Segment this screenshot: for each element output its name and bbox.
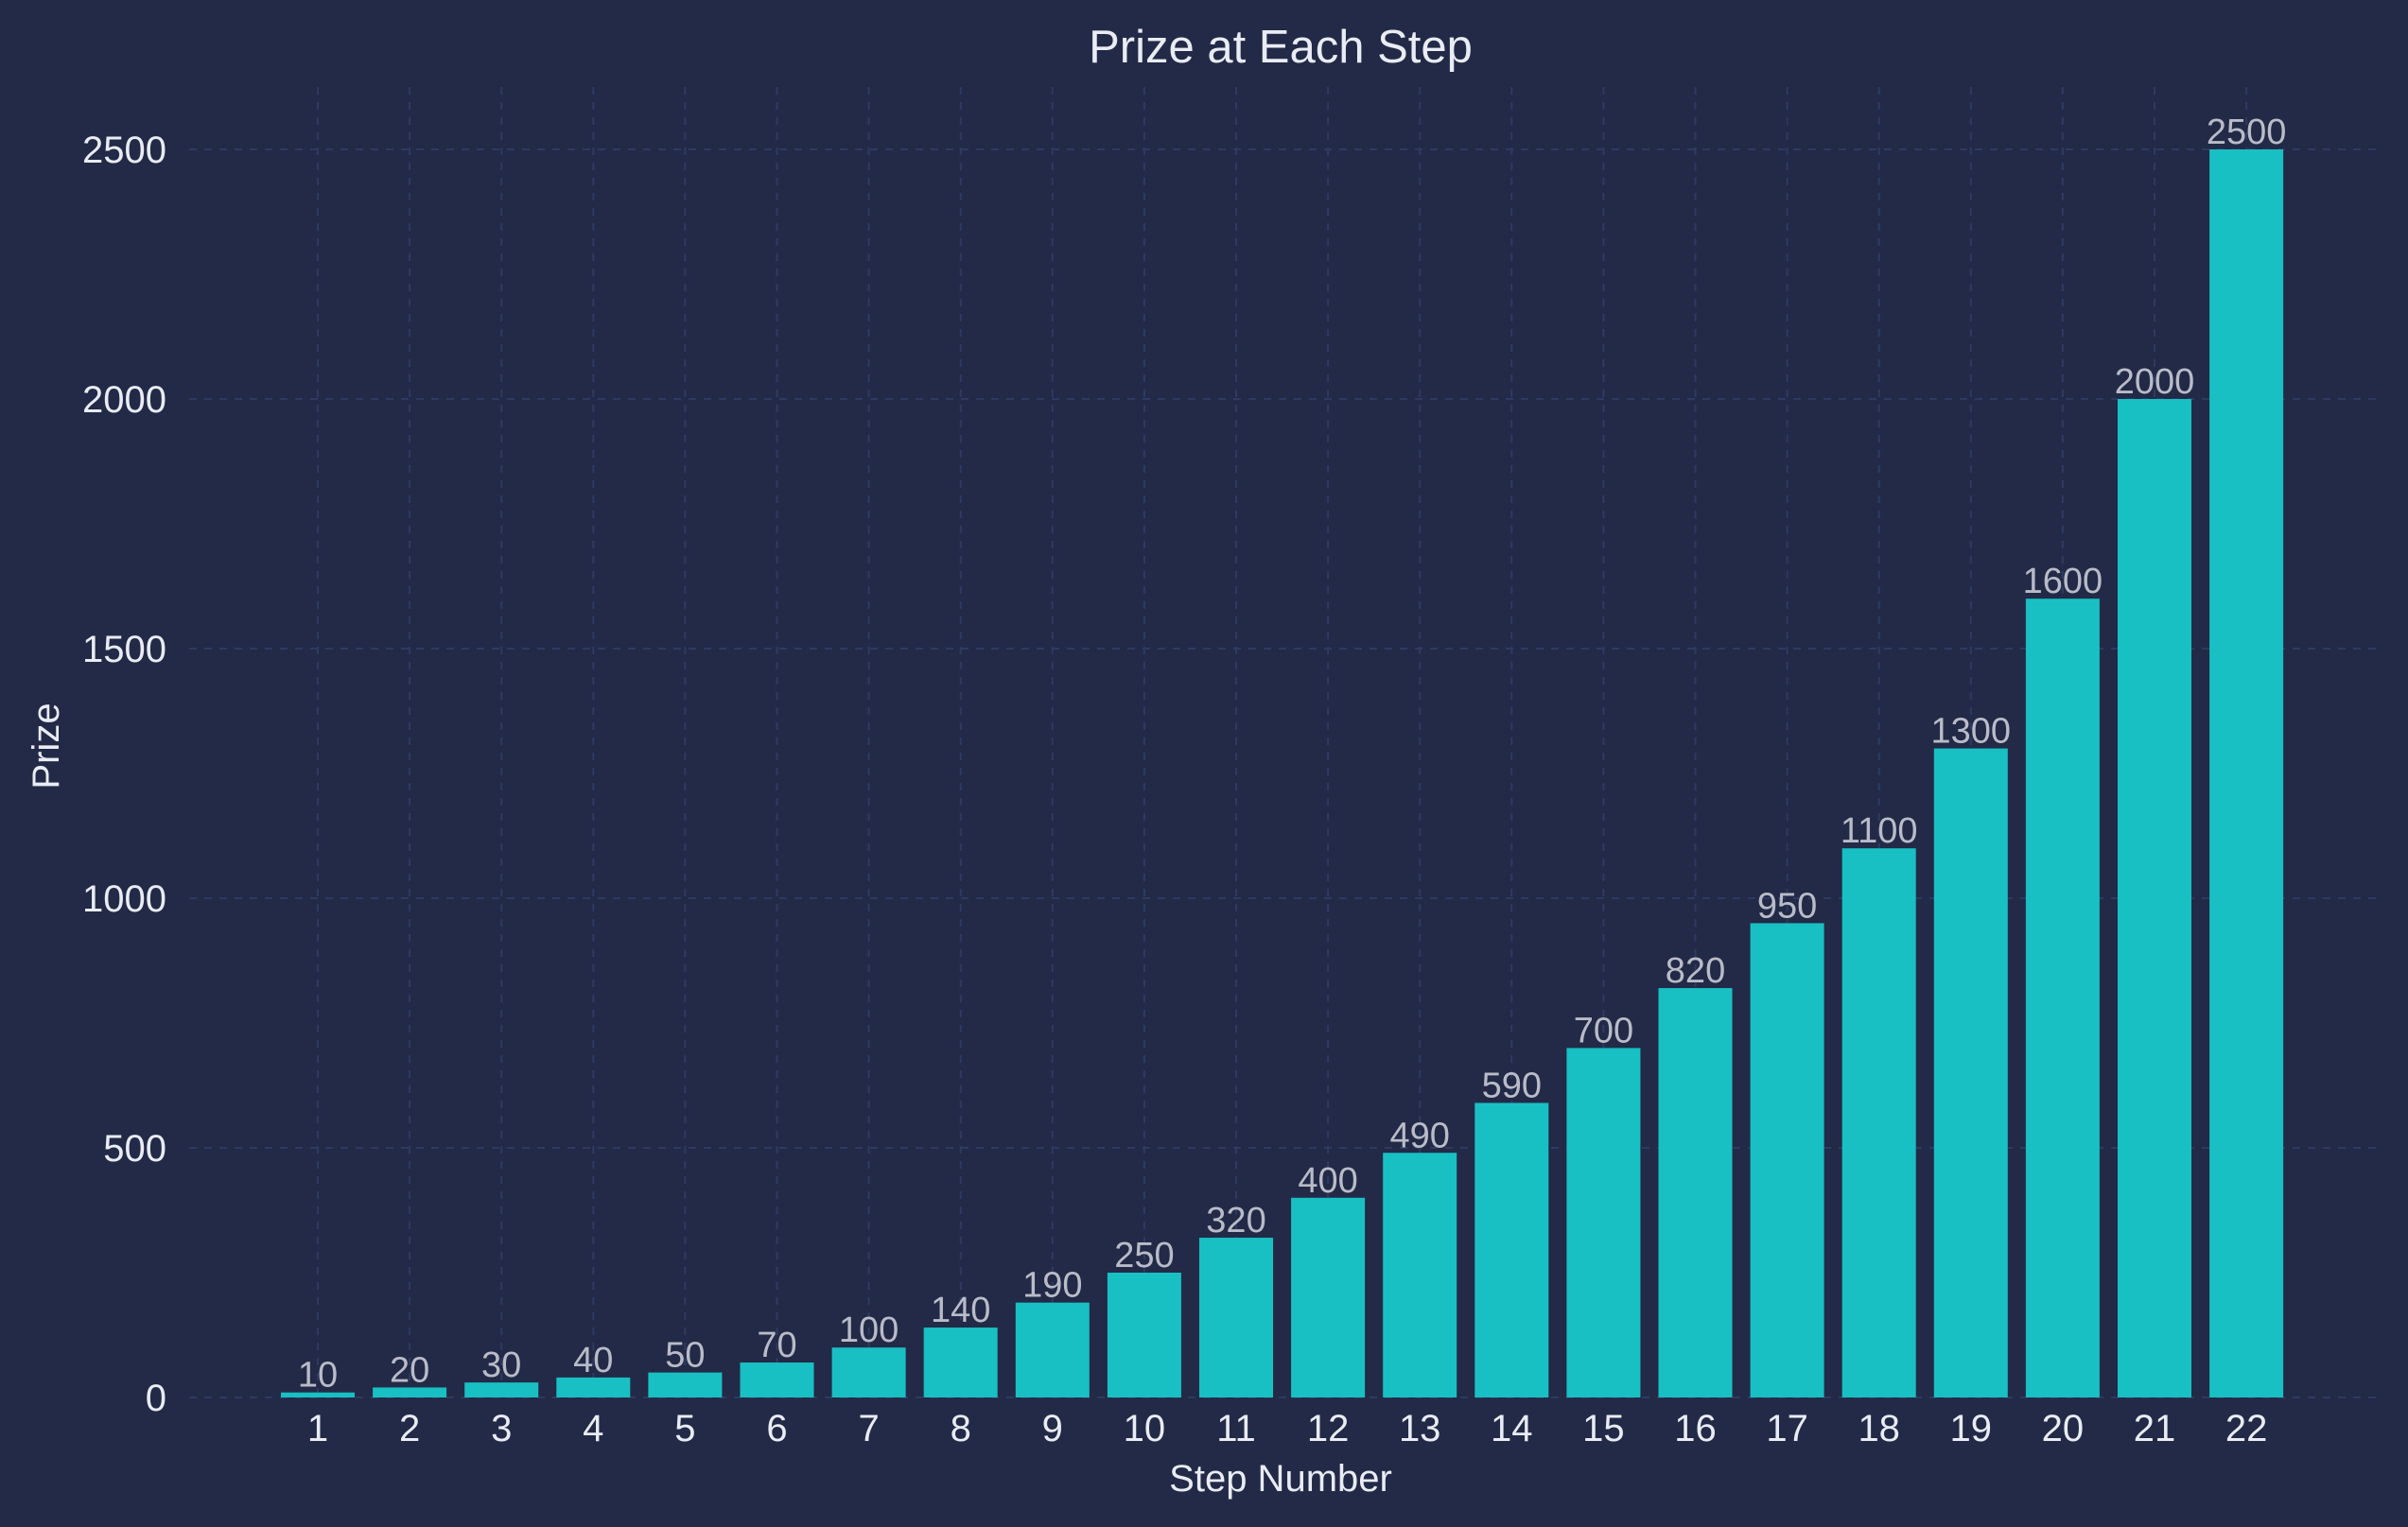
bar-value-label: 2000: [2115, 362, 2195, 402]
data-labels-layer: 10 20 30 40 50 70 100 140 190 250 320 400 490 590 700 8…: [298, 113, 2287, 1396]
bar-value-label: 50: [665, 1336, 705, 1376]
x-tick-label: 17: [1766, 1408, 1808, 1449]
bar-value-label: 1600: [2023, 562, 2103, 601]
bar: [2025, 599, 2100, 1397]
bar: [373, 1387, 447, 1397]
bar: [464, 1382, 539, 1397]
bar: [740, 1362, 814, 1397]
x-tick-label: 3: [491, 1408, 512, 1449]
bar-value-label: 1300: [1931, 712, 2012, 752]
x-tick-label: 4: [583, 1408, 603, 1449]
x-tick-label: 15: [1582, 1408, 1625, 1449]
x-tick-label: 7: [858, 1408, 879, 1449]
y-tick-labels: 0 500 1000 1500 2000 2500: [82, 130, 166, 1419]
bar-value-label: 140: [931, 1291, 990, 1330]
bar: [1199, 1238, 1273, 1397]
bar: [556, 1377, 631, 1397]
bar: [1015, 1302, 1090, 1397]
bar-value-label: 950: [1757, 886, 1817, 926]
x-tick-label: 19: [1950, 1408, 1993, 1449]
bar-value-label: 30: [481, 1345, 521, 1385]
bar: [1933, 748, 2008, 1397]
bar-value-label: 590: [1482, 1066, 1542, 1105]
bar-value-label: 70: [757, 1326, 796, 1365]
bar-value-label: 190: [1022, 1266, 1082, 1306]
bars-layer: [281, 149, 2284, 1397]
x-tick-label: 1: [307, 1408, 328, 1449]
bar-value-label: 2500: [2207, 113, 2287, 152]
bar: [1474, 1102, 1549, 1397]
x-tick-label: 14: [1491, 1408, 1533, 1449]
bar: [1291, 1197, 1366, 1397]
y-tick-label: 2000: [82, 379, 166, 421]
bar-value-label: 100: [839, 1310, 899, 1350]
bar: [831, 1347, 906, 1397]
bar-value-label: 10: [298, 1356, 338, 1396]
x-tick-label: 9: [1042, 1408, 1063, 1449]
x-tick-label: 21: [2134, 1408, 2176, 1449]
bar: [1658, 988, 1733, 1397]
x-tick-label: 16: [1674, 1408, 1717, 1449]
bar-value-label: 20: [390, 1350, 429, 1390]
bar: [2118, 399, 2191, 1397]
bar-value-label: 700: [1574, 1011, 1633, 1050]
bar-value-label: 1100: [1841, 811, 1918, 851]
x-tick-labels: 1 2 3 4 5 6 7 8 9 10 11 12 13 14 15 16 17 18 19 20 21 22: [307, 1408, 2267, 1449]
x-tick-label: 10: [1124, 1408, 1166, 1449]
bar-value-label: 320: [1206, 1201, 1265, 1241]
bar-value-label: 820: [1666, 951, 1725, 991]
bar: [1566, 1048, 1641, 1397]
bar-value-label: 40: [573, 1341, 613, 1380]
bar: [1750, 923, 1824, 1397]
y-tick-label: 500: [103, 1128, 166, 1170]
x-tick-label: 2: [399, 1408, 420, 1449]
y-tick-label: 0: [146, 1378, 166, 1419]
x-axis-label: Step Number: [1169, 1458, 1392, 1500]
bar: [648, 1372, 723, 1397]
bar-value-label: 250: [1114, 1236, 1174, 1275]
x-tick-label: 12: [1307, 1408, 1350, 1449]
x-tick-label: 11: [1216, 1408, 1256, 1449]
bar: [1107, 1273, 1181, 1397]
bar: [281, 1392, 355, 1397]
bar: [1841, 848, 1916, 1397]
bar-value-label: 490: [1389, 1116, 1449, 1155]
x-tick-label: 20: [2042, 1408, 2085, 1449]
x-tick-label: 6: [766, 1408, 787, 1449]
y-tick-label: 1000: [82, 878, 166, 920]
bar: [923, 1327, 998, 1397]
y-axis-label: Prize: [26, 703, 67, 789]
bar: [2209, 149, 2284, 1397]
x-tick-label: 22: [2225, 1408, 2268, 1449]
bar-value-label: 400: [1298, 1161, 1357, 1201]
y-tick-label: 2500: [82, 130, 166, 171]
x-tick-label: 8: [951, 1408, 971, 1449]
x-tick-label: 18: [1858, 1408, 1900, 1449]
y-tick-label: 1500: [82, 629, 166, 670]
chart-title: Prize at Each Step: [1089, 22, 1473, 73]
bar: [1383, 1153, 1457, 1397]
x-tick-label: 13: [1399, 1408, 1441, 1449]
x-tick-label: 5: [674, 1408, 695, 1449]
